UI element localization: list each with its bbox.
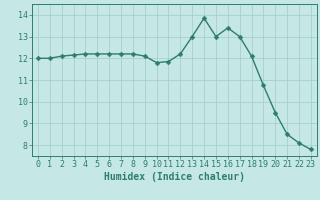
X-axis label: Humidex (Indice chaleur): Humidex (Indice chaleur) (104, 172, 245, 182)
